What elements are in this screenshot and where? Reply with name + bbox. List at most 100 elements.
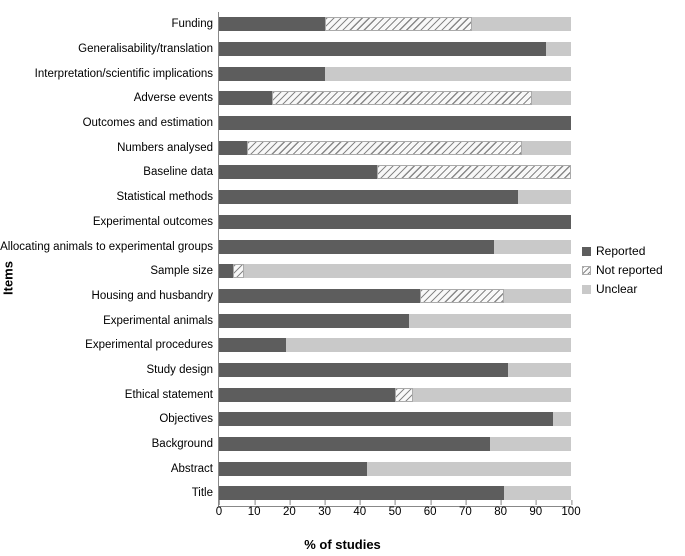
- bar-segment-unclear: [553, 412, 571, 426]
- category-label: Study design: [147, 364, 220, 376]
- bar-segment-notreported: [420, 289, 504, 303]
- bar-row: Sample size: [219, 264, 571, 278]
- bar-segment-reported: [219, 42, 546, 56]
- bar-segment-reported: [219, 215, 571, 229]
- bar-row: Study design: [219, 363, 571, 377]
- category-label: Housing and husbandry: [92, 290, 219, 302]
- category-label: Adverse events: [134, 92, 219, 104]
- category-label: Experimental procedures: [85, 339, 219, 351]
- bar-segment-reported: [219, 240, 494, 254]
- x-tick: 30: [318, 506, 331, 518]
- bar-segment-unclear: [286, 338, 571, 352]
- bar-segment-reported: [219, 338, 286, 352]
- bar-row: Abstract: [219, 462, 571, 476]
- bar-segment-unclear: [508, 363, 571, 377]
- bar-segment-notreported: [395, 388, 413, 402]
- bar-segment-reported: [219, 17, 325, 31]
- legend-label: Reported: [596, 244, 645, 258]
- category-label: Funding: [171, 18, 219, 30]
- swatch-unclear-icon: [582, 285, 591, 294]
- bar-segment-reported: [219, 486, 504, 500]
- bar-segment-notreported: [233, 264, 244, 278]
- x-axis-title: % of studies: [304, 537, 381, 552]
- bar-segment-reported: [219, 437, 490, 451]
- bar-segment-reported: [219, 462, 367, 476]
- bar-segment-reported: [219, 289, 420, 303]
- category-label: Numbers analysed: [117, 142, 219, 154]
- bar-row: Experimental animals: [219, 314, 571, 328]
- bar-segment-unclear: [518, 190, 571, 204]
- plot-area: Title Abstract Background Objectives Ethical…: [218, 12, 571, 507]
- bar-row: Experimental procedures: [219, 338, 571, 352]
- x-tick: 10: [248, 506, 261, 518]
- bar-segment-unclear: [472, 17, 571, 31]
- bar-row: Statistical methods: [219, 190, 571, 204]
- x-tick: 0: [216, 506, 222, 518]
- legend: Reported Not reported Unclear: [582, 244, 663, 301]
- bar-row: Background: [219, 437, 571, 451]
- swatch-reported-icon: [582, 247, 591, 256]
- category-label: Baseline data: [143, 166, 219, 178]
- x-ticks: 0102030405060708090100: [219, 506, 571, 530]
- legend-label: Not reported: [596, 263, 663, 277]
- bar-row: Interpretation/scientific implications: [219, 67, 571, 81]
- bar-row: Outcomes and estimation: [219, 116, 571, 130]
- bar-row: Objectives: [219, 412, 571, 426]
- bar-segment-notreported: [377, 165, 571, 179]
- category-label: Objectives: [159, 413, 219, 425]
- category-label: Statistical methods: [116, 191, 219, 203]
- bar-segment-unclear: [494, 240, 571, 254]
- x-tick: 90: [529, 506, 542, 518]
- category-label: Sample size: [150, 265, 219, 277]
- bar-segment-unclear: [325, 67, 571, 81]
- bar-row: Generalisability/translation: [219, 42, 571, 56]
- bar-row: Funding: [219, 17, 571, 31]
- bar-segment-reported: [219, 165, 377, 179]
- category-label: Ethical statement: [125, 389, 219, 401]
- bar-segment-unclear: [413, 388, 571, 402]
- bar-segment-reported: [219, 363, 508, 377]
- x-tick: 80: [494, 506, 507, 518]
- bar-segment-unclear: [490, 437, 571, 451]
- bar-segment-unclear: [522, 141, 571, 155]
- bar-segment-notreported: [272, 91, 532, 105]
- category-label: Generalisability/translation: [78, 43, 219, 55]
- legend-label: Unclear: [596, 282, 637, 296]
- legend-item-unclear: Unclear: [582, 282, 663, 296]
- bar-segment-unclear: [244, 264, 571, 278]
- bar-segment-reported: [219, 116, 571, 130]
- x-tick: 40: [353, 506, 366, 518]
- legend-item-not-reported: Not reported: [582, 263, 663, 277]
- bar-row: Title: [219, 486, 571, 500]
- bar-segment-unclear: [546, 42, 571, 56]
- bar-row: Experimental outcomes: [219, 215, 571, 229]
- category-label: Abstract: [171, 463, 219, 475]
- bar-segment-reported: [219, 388, 395, 402]
- bar-segment-unclear: [504, 289, 571, 303]
- category-label: Outcomes and estimation: [83, 117, 219, 129]
- bar-row: Baseline data: [219, 165, 571, 179]
- bar-segment-reported: [219, 91, 272, 105]
- bar-segment-reported: [219, 190, 518, 204]
- bar-segment-reported: [219, 314, 409, 328]
- category-label: Allocating animals to experimental group…: [0, 241, 219, 253]
- bar-segment-notreported: [325, 17, 473, 31]
- bar-row: Ethical statement: [219, 388, 571, 402]
- x-tick: 60: [424, 506, 437, 518]
- bar-segment-reported: [219, 412, 553, 426]
- bar-row: Numbers analysed: [219, 141, 571, 155]
- bar-row: Allocating animals to experimental group…: [219, 240, 571, 254]
- x-tick: 100: [561, 506, 580, 518]
- bars-container: Title Abstract Background Objectives Ethical…: [219, 12, 571, 506]
- stacked-bar-chart: Items % of studies TitleAbstractBackgrou…: [0, 0, 685, 556]
- category-label: Experimental outcomes: [93, 216, 219, 228]
- bar-segment-notreported: [247, 141, 522, 155]
- bar-row: Adverse events: [219, 91, 571, 105]
- bar-segment-unclear: [532, 91, 571, 105]
- swatch-not-reported-icon: [582, 266, 591, 275]
- category-label: Interpretation/scientific implications: [35, 68, 219, 80]
- category-label: Experimental animals: [103, 315, 219, 327]
- x-tick: 20: [283, 506, 296, 518]
- x-tick: 70: [459, 506, 472, 518]
- x-tick: 50: [389, 506, 402, 518]
